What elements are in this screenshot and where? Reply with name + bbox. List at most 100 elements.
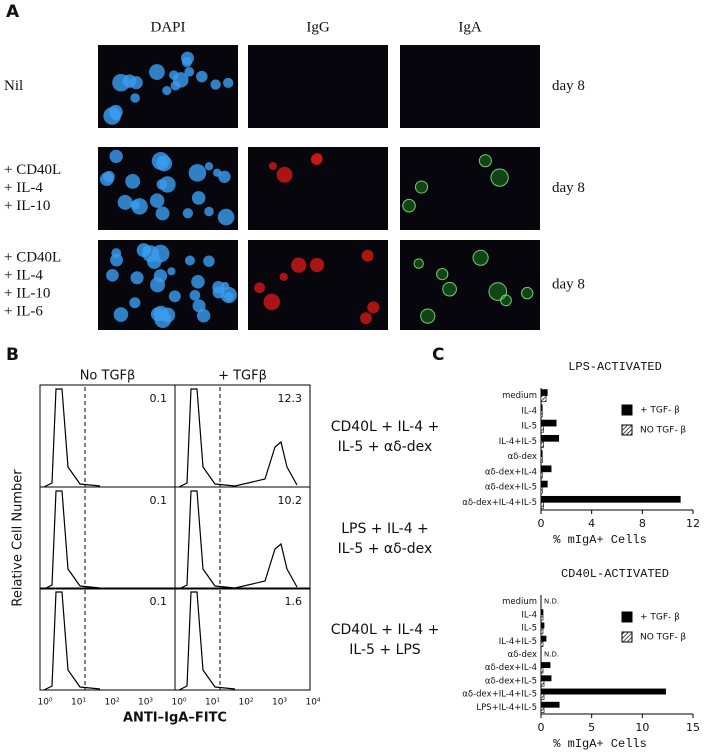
cell <box>500 294 512 307</box>
category-label: αδ-dex+IL-4 <box>485 467 537 477</box>
bar <box>540 410 543 418</box>
bar <box>540 389 548 396</box>
bar <box>540 502 544 509</box>
cell <box>210 79 221 90</box>
bar <box>540 434 560 442</box>
bar <box>540 456 543 464</box>
condition-label: IL-5 + αδ-dex <box>338 439 433 455</box>
bar <box>540 622 545 629</box>
chart-title: CD40L-ACTIVATED <box>561 567 669 581</box>
legend-swatch <box>621 631 633 643</box>
category-label: αδ-dex+IL-5 <box>485 676 537 686</box>
cell <box>117 194 133 210</box>
cell <box>122 74 137 88</box>
category-label: αδ-dex <box>508 452 537 462</box>
legend-swatch <box>621 611 633 623</box>
percent-label: 0.1 <box>150 392 168 405</box>
cell <box>130 271 144 285</box>
legend-label: NO TGF- β <box>640 633 686 643</box>
cell <box>184 66 195 77</box>
bar <box>540 667 544 674</box>
cell <box>189 289 201 301</box>
x-tick-label: 0 <box>538 721 545 734</box>
histogram-curve <box>43 490 101 590</box>
category-label: αδ-dex+IL-5 <box>485 483 537 493</box>
row-label: + IL-4 <box>4 180 43 196</box>
cell <box>402 198 416 213</box>
cell <box>156 155 173 172</box>
bar <box>540 419 557 427</box>
cell <box>204 162 214 171</box>
category-label: medium <box>502 391 537 401</box>
category-label: IL-4+IL-5 <box>499 437 537 447</box>
micrograph <box>248 45 388 128</box>
row-label: + IL-10 <box>4 285 50 301</box>
cell <box>309 257 325 273</box>
cell <box>109 149 123 164</box>
column-header: IgG <box>306 19 329 35</box>
cell <box>220 281 230 291</box>
bar <box>540 486 543 494</box>
cell <box>472 249 489 266</box>
day-label: day 8 <box>552 78 585 94</box>
cell <box>478 154 492 168</box>
x-tick-label: 10⁴ <box>305 698 320 708</box>
micrograph <box>400 147 540 230</box>
cell <box>146 254 162 269</box>
cell <box>223 77 234 89</box>
percent-label: 12.3 <box>278 392 303 405</box>
x-tick-label: 5 <box>588 721 595 734</box>
cell <box>142 245 152 255</box>
cell <box>149 193 165 208</box>
cell <box>125 173 141 189</box>
bar <box>540 707 545 713</box>
x-tick-label: 0 <box>538 517 545 530</box>
cell <box>310 153 323 166</box>
cell <box>224 291 234 302</box>
cell <box>196 308 211 323</box>
category-label: IL-5 <box>521 422 537 432</box>
bar <box>540 701 560 708</box>
x-tick-label: 10⁰ <box>37 698 52 708</box>
cell <box>279 272 288 282</box>
cell <box>420 308 436 324</box>
cell <box>110 109 122 121</box>
bar <box>540 609 544 616</box>
cell <box>162 85 172 96</box>
cell <box>254 282 265 294</box>
cell <box>263 293 281 311</box>
cell <box>184 255 195 266</box>
bar <box>540 450 543 457</box>
cell <box>212 286 225 299</box>
cell <box>268 162 277 171</box>
cell <box>106 268 119 282</box>
column-header: DAPI <box>150 19 185 35</box>
cell <box>130 93 140 103</box>
x-tick-label: 10⁰ <box>171 698 186 708</box>
cell <box>172 72 189 88</box>
condition-label: CD40L + IL-4 + <box>331 622 440 638</box>
condition-label: LPS + IL-4 + <box>341 521 429 537</box>
category-label: LPS+IL-4+IL-5 <box>476 703 537 713</box>
percent-label: 0.1 <box>150 595 168 608</box>
panel-label: A <box>6 2 20 22</box>
panel-label: B <box>6 345 19 365</box>
y-axis-label: Relative Cell Number <box>11 469 26 607</box>
micrograph <box>400 45 540 128</box>
category-label: αδ-dex+IL-4+IL-5 <box>462 498 537 508</box>
x-tick-label: 12 <box>686 517 700 530</box>
cell <box>155 206 170 221</box>
cell <box>168 290 181 303</box>
x-axis-label: % mIgA+ Cells <box>553 737 647 751</box>
category-label: αδ-dex+IL-4 <box>485 663 537 673</box>
bar <box>540 395 547 403</box>
cell <box>213 168 222 177</box>
column-header: IgA <box>458 19 481 35</box>
cell <box>291 257 307 273</box>
day-label: day 8 <box>552 276 585 292</box>
category-label: αδ-dex+IL-4+IL-5 <box>462 690 537 700</box>
cell <box>203 255 215 267</box>
cell <box>367 301 380 314</box>
cell <box>181 56 193 68</box>
